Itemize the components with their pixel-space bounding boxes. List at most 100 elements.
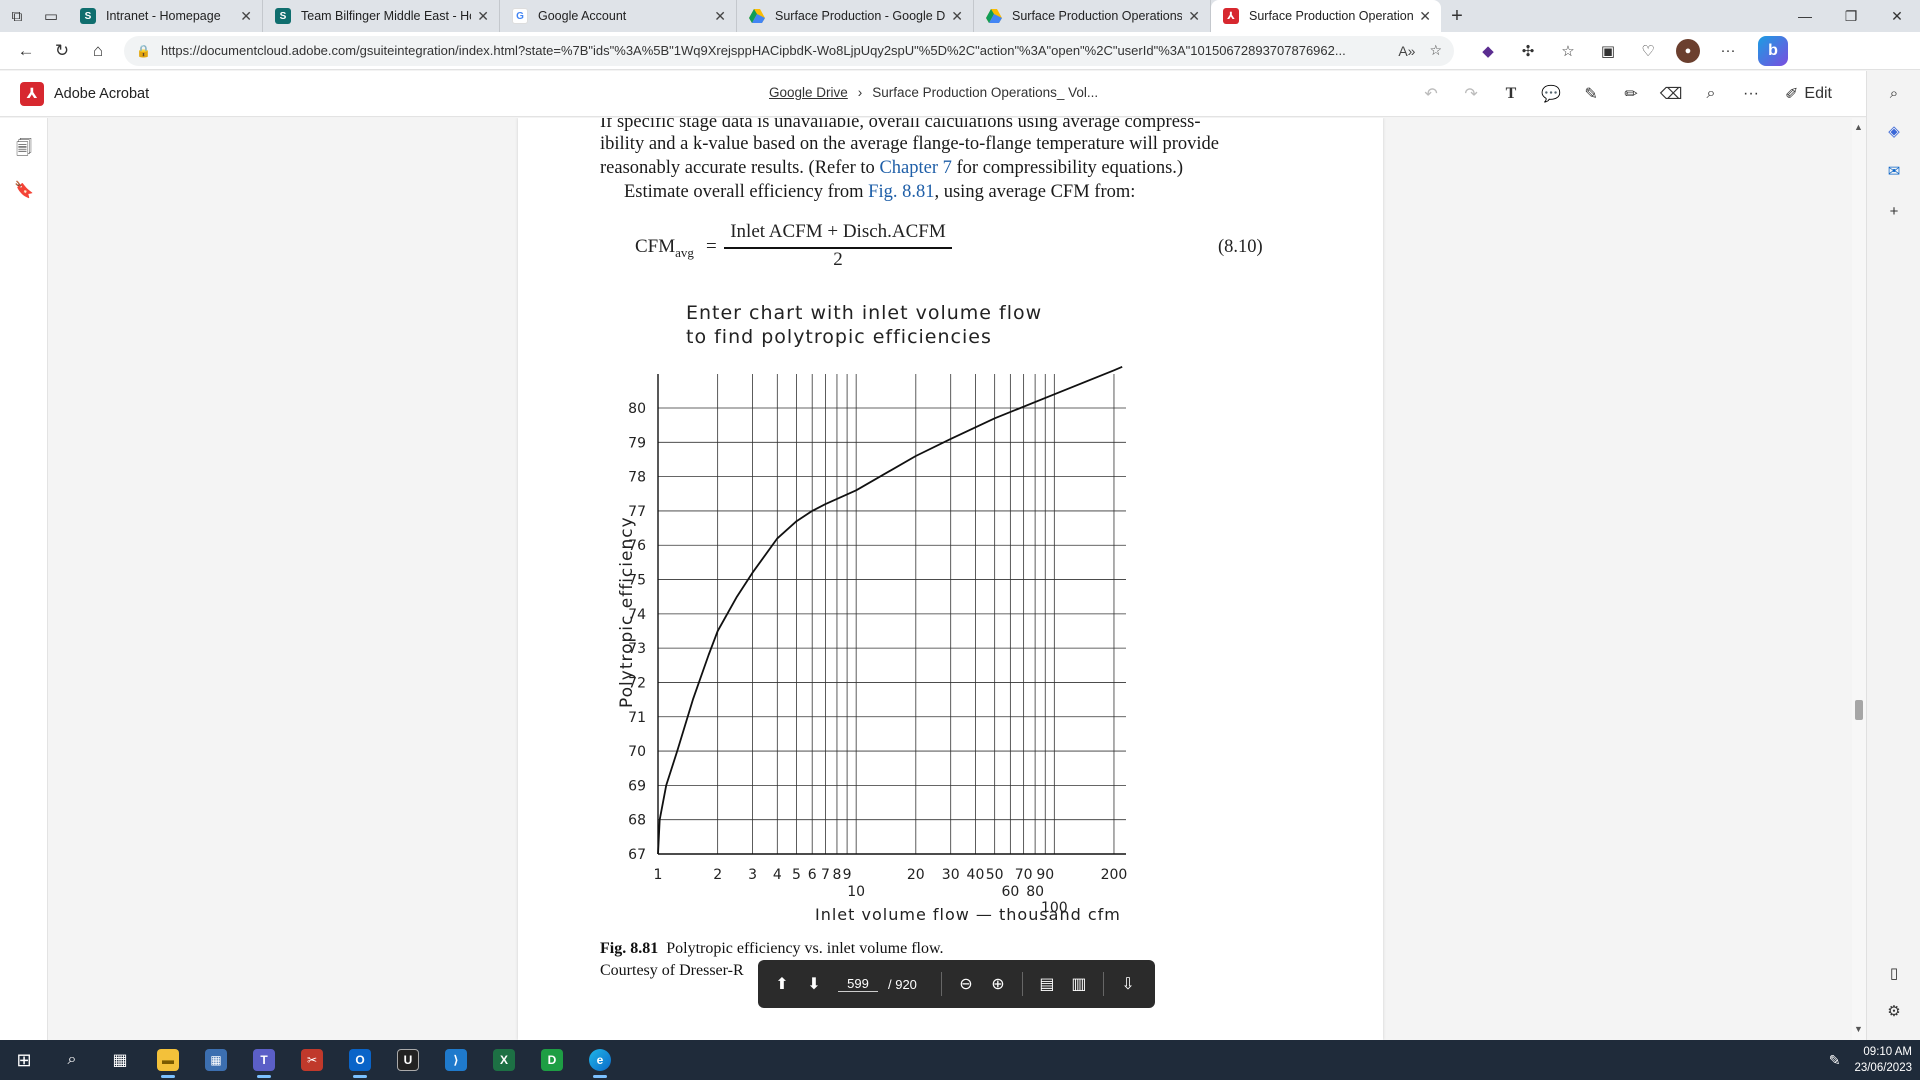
undo-icon[interactable]: ↶ (1424, 86, 1438, 103)
google-drive-icon (986, 8, 1002, 24)
close-window-icon[interactable]: ✕ (1891, 7, 1903, 24)
eraser-icon[interactable]: ⌫ (1659, 86, 1683, 103)
address-bar[interactable]: 🔒 https://documentcloud.adobe.com/gsuite… (124, 35, 1454, 66)
x-tick-label: 3 (748, 867, 757, 883)
bing-copilot-icon[interactable]: b (1758, 35, 1788, 66)
close-icon[interactable]: ✕ (477, 7, 489, 24)
more-menu-icon[interactable]: ··· (1720, 42, 1736, 59)
tab-actions-icon[interactable]: ▭ (43, 8, 59, 25)
sidebar-outlook-icon[interactable]: ✉ (1887, 163, 1901, 180)
current-page-input[interactable]: 599 (838, 976, 878, 992)
breadcrumb-google-drive[interactable]: Google Drive (769, 85, 848, 100)
scroll-up-icon[interactable]: ▲ (1854, 122, 1863, 132)
collections-icon[interactable]: ▣ (1600, 42, 1616, 60)
highlight-icon[interactable]: ✎ (1584, 86, 1598, 103)
sidebar-add-icon[interactable]: + (1889, 202, 1899, 220)
redo-icon[interactable]: ↷ (1464, 86, 1478, 103)
comment-icon[interactable]: 💬 (1541, 86, 1561, 103)
windows-logo-icon: ⊞ (16, 1049, 32, 1070)
teams-icon[interactable]: T (240, 1040, 288, 1080)
scrollbar-thumb[interactable] (1855, 700, 1863, 720)
profile-avatar[interactable]: ● (1676, 38, 1700, 63)
favorite-star-icon[interactable]: ☆ (1429, 42, 1442, 58)
scroll-mode-icon[interactable]: ⇩ (1121, 976, 1135, 993)
app-name: Adobe Acrobat (54, 85, 150, 102)
start-button[interactable]: ⊞ (0, 1040, 48, 1080)
windows-taskbar: ⊞ ⌕ ▦ ▬ ▦ T ✂ O U ⟩ X D e ✎ 09:10 AM 23/… (0, 1040, 1920, 1080)
workspaces-icon[interactable]: ⧉ (11, 7, 23, 25)
clock[interactable]: 09:10 AM 23/06/2023 (1854, 1044, 1912, 1076)
extension-icon[interactable]: ◆ (1482, 42, 1494, 60)
fit-width-icon[interactable]: ▥ (1071, 976, 1087, 993)
more-tools-icon[interactable]: ··· (1743, 85, 1759, 102)
minimize-icon[interactable]: — (1798, 8, 1812, 24)
previous-page-icon[interactable]: ⬆ (775, 976, 789, 993)
home-button[interactable]: ⌂ (92, 40, 104, 60)
zoom-out-icon[interactable]: ⊖ (959, 976, 973, 993)
app-u-icon[interactable]: U (384, 1040, 432, 1080)
vertical-scrollbar[interactable]: ▲ ▼ (1852, 118, 1866, 1040)
favorites-icon[interactable]: ☆ (1561, 42, 1575, 60)
search-icon[interactable]: ⌕ (1706, 85, 1716, 102)
sidebar-search-icon[interactable]: ⌕ (1889, 84, 1899, 102)
address-toolbar: ← ↻ ⌂ 🔒 https://documentcloud.adobe.com/… (0, 32, 1920, 70)
sidebar-copilot-icon[interactable]: ◈ (1888, 123, 1900, 140)
back-button[interactable]: ← (17, 40, 35, 60)
y-tick-label: 78 (628, 470, 646, 486)
file-explorer-icon[interactable]: ▬ (144, 1040, 192, 1080)
fit-page-icon[interactable]: ▤ (1039, 976, 1055, 993)
figure-link[interactable]: Fig. 8.81 (868, 182, 935, 202)
lock-icon[interactable]: 🔒 (136, 43, 151, 58)
extensions-puzzle-icon[interactable]: ✣ (1521, 42, 1535, 60)
outlook-icon[interactable]: O (336, 1040, 384, 1080)
close-icon[interactable]: ✕ (1188, 7, 1200, 24)
chapter-link[interactable]: Chapter 7 (879, 158, 952, 178)
excel-icon[interactable]: X (480, 1040, 528, 1080)
snipping-tool-icon[interactable]: ✂ (288, 1040, 336, 1080)
browser-essentials-icon[interactable]: ♡ (1641, 42, 1655, 60)
paragraph-line: Estimate overall efficiency from Fig. 8.… (624, 180, 1304, 204)
paragraph-line: reasonably accurate results. (Refer to C… (600, 156, 1280, 180)
zoom-in-icon[interactable]: ⊕ (991, 976, 1005, 993)
restore-icon[interactable]: ❐ (1844, 7, 1858, 24)
browser-tab-team-bilfinger[interactable]: S Team Bilfinger Middle East - Hom ✕ (263, 0, 500, 32)
total-pages: / 920 (888, 976, 917, 992)
next-page-icon[interactable]: ⬇ (807, 976, 821, 993)
close-icon[interactable]: ✕ (714, 7, 726, 24)
browser-tab-surface-drive[interactable]: Surface Production Operations_ ✕ (974, 0, 1211, 32)
edit-button[interactable]: ✐ Edit (1777, 79, 1840, 109)
taskbar-search-icon[interactable]: ⌕ (67, 1051, 77, 1068)
acrobat-pdf-icon: ⅄ (1223, 8, 1239, 24)
sharepoint-icon: S (275, 8, 291, 24)
refresh-button[interactable]: ↻ (54, 40, 70, 60)
bookmark-icon[interactable]: 🔖 (14, 182, 34, 199)
sidebar-layout-icon[interactable]: ▯ (1889, 965, 1899, 982)
close-icon[interactable]: ✕ (1419, 7, 1431, 24)
browser-tab-google-drive[interactable]: Surface Production - Google Driv ✕ (737, 0, 974, 32)
task-view-icon[interactable]: ▦ (112, 1052, 128, 1069)
close-icon[interactable]: ✕ (951, 7, 963, 24)
tab-label: Team Bilfinger Middle East - Hom (301, 9, 472, 23)
pen-icon[interactable]: ✎ (1828, 1051, 1841, 1068)
calculator-icon[interactable]: ▦ (192, 1040, 240, 1080)
acrobat-left-rail: 🗐 🔖 (0, 118, 48, 1040)
draw-icon[interactable]: ✏ (1624, 86, 1638, 103)
add-text-icon[interactable]: T (1505, 85, 1517, 102)
vscode-icon[interactable]: ⟩ (432, 1040, 480, 1080)
browser-tab-google-account[interactable]: G Google Account ✕ (500, 0, 737, 32)
sidebar-settings-icon[interactable]: ⚙ (1887, 1003, 1901, 1020)
app-d-icon[interactable]: D (528, 1040, 576, 1080)
read-aloud-icon[interactable]: A» (1398, 42, 1416, 59)
page-thumbnails-icon[interactable]: 🗐 (16, 139, 32, 157)
edge-browser-icon[interactable]: e (576, 1040, 624, 1080)
pdf-page: If specific stage data is unavailable, o… (518, 118, 1383, 1040)
new-tab-button[interactable]: + (1451, 4, 1463, 27)
browser-tab-intranet[interactable]: S Intranet - Homepage ✕ (68, 0, 263, 32)
scroll-down-icon[interactable]: ▼ (1854, 1024, 1863, 1034)
eq-equals: = (706, 236, 717, 257)
url-text[interactable]: https://documentcloud.adobe.com/gsuitein… (160, 43, 1346, 58)
y-tick-label: 69 (628, 778, 646, 794)
close-icon[interactable]: ✕ (240, 7, 252, 24)
x-tick-label: 70 (1015, 867, 1033, 883)
browser-tab-acrobat-active[interactable]: ⅄ Surface Production Operations_ ✕ (1211, 0, 1441, 32)
